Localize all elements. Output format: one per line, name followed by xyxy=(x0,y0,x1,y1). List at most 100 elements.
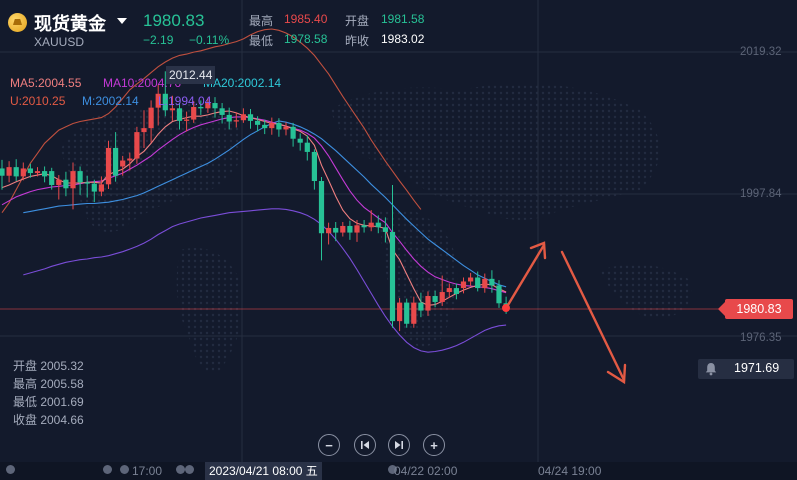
candle[interactable] xyxy=(255,116,261,132)
candle[interactable] xyxy=(105,140,112,189)
candle[interactable] xyxy=(397,297,403,332)
candle[interactable] xyxy=(169,95,175,121)
candle[interactable] xyxy=(20,162,26,181)
candle[interactable] xyxy=(233,112,239,128)
instrument-title[interactable]: 现货黄金 xyxy=(34,14,106,34)
candle[interactable] xyxy=(113,132,119,182)
candle[interactable] xyxy=(247,108,254,129)
scroll-dot xyxy=(388,465,397,474)
candle[interactable] xyxy=(333,221,339,242)
candle-body xyxy=(0,168,5,176)
candle[interactable] xyxy=(460,277,467,294)
candle[interactable] xyxy=(212,97,218,118)
candle[interactable] xyxy=(91,179,97,203)
caret-down-icon[interactable] xyxy=(117,18,127,24)
candle[interactable] xyxy=(198,100,204,115)
candle-body xyxy=(120,160,126,167)
candle[interactable] xyxy=(432,290,438,308)
crosshair-close: 收盘 2004.66 xyxy=(13,413,84,427)
candle[interactable] xyxy=(269,117,275,135)
candle-body xyxy=(134,132,140,159)
candle[interactable] xyxy=(70,162,76,210)
candle[interactable] xyxy=(262,119,268,135)
price-change: −2.19 xyxy=(143,33,174,47)
candle-body xyxy=(375,222,381,228)
candle[interactable] xyxy=(205,97,211,113)
candle[interactable] xyxy=(84,175,90,198)
scroll-dot xyxy=(176,465,185,474)
prev-button[interactable] xyxy=(354,434,376,456)
next-button[interactable] xyxy=(388,434,410,456)
candle[interactable] xyxy=(411,296,417,328)
candle[interactable] xyxy=(226,107,232,130)
candle[interactable] xyxy=(27,163,33,178)
candle[interactable] xyxy=(49,167,55,190)
candle[interactable] xyxy=(297,133,303,151)
candle[interactable] xyxy=(148,100,154,143)
candle[interactable] xyxy=(63,171,69,197)
candle[interactable] xyxy=(475,271,481,292)
bell-icon[interactable] xyxy=(704,362,718,376)
candle[interactable] xyxy=(489,270,495,293)
candle-body xyxy=(84,182,90,184)
candle[interactable] xyxy=(0,159,5,190)
candle[interactable] xyxy=(34,167,41,177)
candle[interactable] xyxy=(162,71,168,117)
candle[interactable] xyxy=(496,280,502,308)
candle[interactable] xyxy=(155,84,161,126)
candle[interactable] xyxy=(340,221,346,237)
candle[interactable] xyxy=(375,215,381,234)
legend-boll-mid: M:2002.14 xyxy=(82,94,139,108)
candle[interactable] xyxy=(283,122,289,136)
candle[interactable] xyxy=(13,159,19,182)
candle[interactable] xyxy=(468,272,474,287)
candle[interactable] xyxy=(141,110,147,148)
candle[interactable] xyxy=(453,283,459,300)
candle[interactable] xyxy=(389,184,396,328)
candle[interactable] xyxy=(304,135,310,161)
candle[interactable] xyxy=(6,161,12,183)
candle[interactable] xyxy=(425,291,431,316)
candle[interactable] xyxy=(77,166,83,195)
candle[interactable] xyxy=(318,177,325,261)
forecast-arrows xyxy=(506,241,627,385)
candle-body xyxy=(446,288,452,293)
candle[interactable] xyxy=(311,149,317,190)
candle[interactable] xyxy=(382,217,388,243)
candle[interactable] xyxy=(404,298,410,328)
candle[interactable] xyxy=(290,122,296,147)
candle[interactable] xyxy=(134,126,140,164)
zoom-out-button[interactable]: − xyxy=(318,434,340,456)
candle[interactable] xyxy=(276,118,282,137)
candle[interactable] xyxy=(127,152,133,171)
candle-body xyxy=(56,179,62,185)
candle[interactable] xyxy=(354,220,360,242)
low-value: 1978.58 xyxy=(284,32,328,46)
price-alert[interactable]: 1971.69 xyxy=(698,359,794,379)
candle[interactable] xyxy=(120,155,126,176)
candle[interactable] xyxy=(326,222,332,245)
candle-body xyxy=(496,285,502,304)
candle[interactable] xyxy=(191,101,197,123)
candle[interactable] xyxy=(446,283,452,298)
candle[interactable] xyxy=(219,103,225,124)
candle[interactable] xyxy=(184,111,190,132)
candle-body xyxy=(418,302,424,311)
candle[interactable] xyxy=(176,103,183,130)
candle-body xyxy=(247,114,254,121)
candle-body xyxy=(304,142,310,152)
candle[interactable] xyxy=(240,108,246,123)
candle[interactable] xyxy=(56,175,62,200)
zoom-in-button[interactable]: + xyxy=(423,434,445,456)
candle-body xyxy=(489,278,495,286)
candle[interactable] xyxy=(42,166,48,183)
candle[interactable] xyxy=(368,210,374,232)
candle[interactable] xyxy=(439,275,445,306)
candle-body xyxy=(311,151,317,182)
candle[interactable] xyxy=(418,292,424,318)
candle[interactable] xyxy=(347,220,353,240)
candle[interactable] xyxy=(98,176,104,197)
candle[interactable] xyxy=(361,220,367,233)
candle[interactable] xyxy=(482,273,488,293)
